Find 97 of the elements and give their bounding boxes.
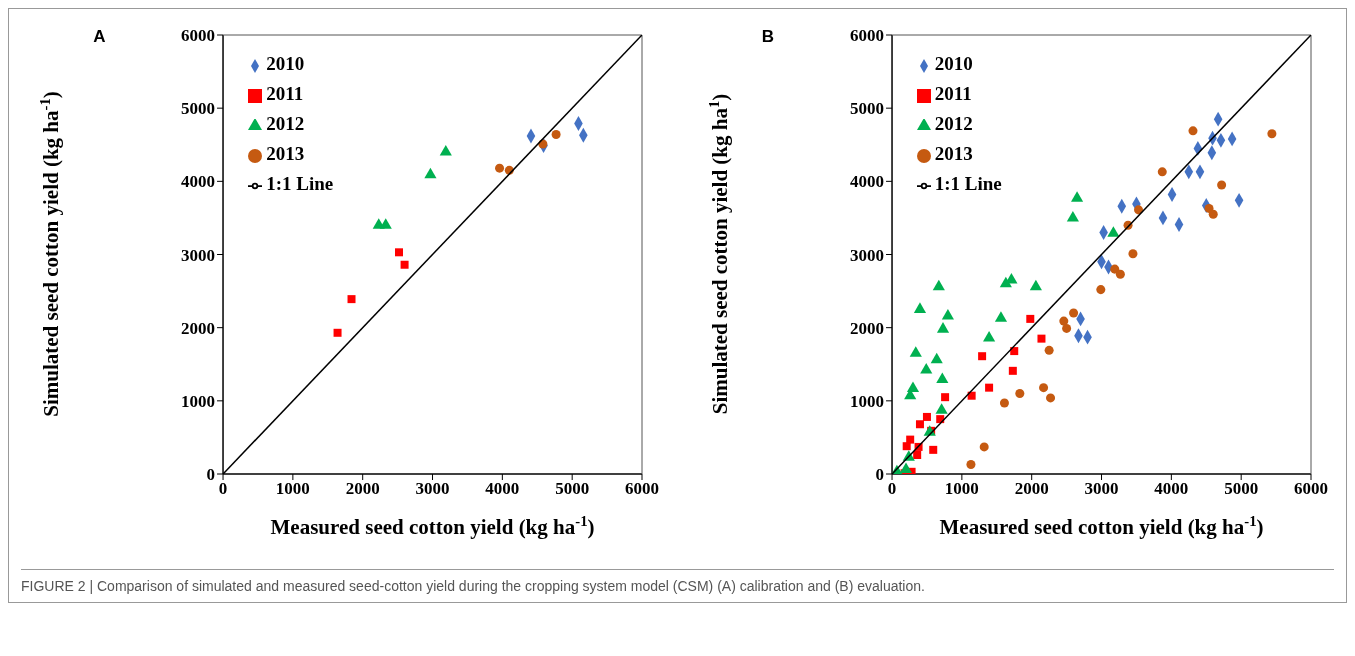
y-tick-label: 4000 xyxy=(849,172,884,192)
legend-label: 2012 xyxy=(934,113,973,134)
point xyxy=(1044,345,1054,355)
point xyxy=(400,260,409,269)
point xyxy=(906,381,919,392)
y-tick-label: 3000 xyxy=(181,245,216,265)
point xyxy=(551,130,561,140)
point xyxy=(984,383,993,392)
point xyxy=(1188,126,1198,136)
point xyxy=(902,442,911,451)
x-tick-label: 3000 xyxy=(1084,479,1119,499)
y-tick-label: 4000 xyxy=(181,172,216,192)
legend-label: 2013 xyxy=(934,143,973,164)
point xyxy=(994,311,1007,322)
point xyxy=(1216,180,1226,190)
point xyxy=(395,248,404,257)
y-tick-label: 2000 xyxy=(181,318,216,338)
x-tick-label: 2000 xyxy=(345,479,380,499)
point xyxy=(1157,167,1167,177)
point xyxy=(1267,129,1277,139)
chart-title: B xyxy=(761,27,775,47)
point xyxy=(912,450,921,459)
point xyxy=(930,352,943,364)
point xyxy=(915,420,924,429)
point xyxy=(1059,316,1069,326)
point xyxy=(347,295,356,304)
point xyxy=(979,442,989,452)
y-tick-label: 1000 xyxy=(849,391,884,411)
point xyxy=(1096,285,1106,295)
legend-label: 2013 xyxy=(266,143,305,164)
legend-label: 2010 xyxy=(266,53,305,74)
point xyxy=(424,167,437,179)
legend-label: 2010 xyxy=(934,53,973,74)
point xyxy=(922,412,931,421)
point xyxy=(1070,191,1083,202)
legend-label: 1:1 Line xyxy=(266,173,334,194)
point xyxy=(913,302,926,313)
y-tick-label: 0 xyxy=(875,465,884,485)
y-tick-label: 1000 xyxy=(181,391,216,411)
x-tick-label: 6000 xyxy=(625,479,660,499)
point xyxy=(1037,334,1046,343)
legend-label: 2011 xyxy=(266,83,304,104)
point xyxy=(1045,393,1055,403)
point xyxy=(932,279,945,291)
point xyxy=(1128,249,1138,259)
legend-label: 2012 xyxy=(266,113,305,134)
point xyxy=(1029,279,1042,291)
x-axis-title: Measured seed cotton yield (kg ha$^{-1}$) xyxy=(270,513,595,539)
x-tick-label: 3000 xyxy=(415,479,450,499)
chart-title: A xyxy=(93,27,106,47)
x-tick-label: 2000 xyxy=(1014,479,1049,499)
x-tick-label: 5000 xyxy=(555,479,590,499)
x-tick-label: 6000 xyxy=(1293,479,1328,499)
point xyxy=(1066,210,1079,222)
point xyxy=(919,363,933,374)
point xyxy=(941,308,954,320)
y-tick-label: 6000 xyxy=(849,26,884,46)
legend-label: 2011 xyxy=(934,83,972,104)
point xyxy=(928,445,937,454)
point xyxy=(379,218,393,229)
point xyxy=(1008,366,1017,375)
point xyxy=(982,330,995,342)
point xyxy=(899,462,912,474)
point xyxy=(966,459,976,469)
y-tick-label: 0 xyxy=(206,465,216,485)
point xyxy=(999,398,1009,408)
point xyxy=(1068,308,1078,318)
point xyxy=(333,328,342,337)
legend-label: 1:1 Line xyxy=(934,173,1002,194)
x-tick-label: 5000 xyxy=(1223,479,1258,499)
point xyxy=(439,145,453,156)
point xyxy=(1061,323,1071,333)
y-tick-label: 5000 xyxy=(849,99,884,119)
point xyxy=(940,393,949,402)
x-tick-label: 4000 xyxy=(1154,479,1189,499)
y-tick-label: 5000 xyxy=(181,99,216,119)
point xyxy=(495,163,505,173)
point xyxy=(909,346,922,357)
x-axis-title: Measured seed cotton yield (kg ha$^{-1}$) xyxy=(939,513,1264,539)
point xyxy=(1015,389,1025,399)
x-tick-label: 1000 xyxy=(276,479,311,499)
point xyxy=(1208,209,1218,219)
y-tick-label: 3000 xyxy=(849,245,884,265)
point xyxy=(935,403,948,414)
point xyxy=(1107,226,1120,237)
point xyxy=(936,322,949,333)
caption: FIGURE 2 | Comparison of simulated and measured seed-cotton yield during the cropping system model (CSM) (A) calibration and (B) evaluation. xyxy=(21,578,926,594)
x-tick-label: 1000 xyxy=(944,479,979,499)
point xyxy=(1026,314,1035,323)
point xyxy=(977,352,986,361)
point xyxy=(1038,383,1048,393)
point xyxy=(935,372,949,384)
y-tick-label: 2000 xyxy=(849,318,884,338)
point xyxy=(1115,269,1125,279)
x-tick-label: 0 xyxy=(887,479,897,499)
x-tick-label: 4000 xyxy=(485,479,520,499)
y-tick-label: 6000 xyxy=(181,26,216,46)
